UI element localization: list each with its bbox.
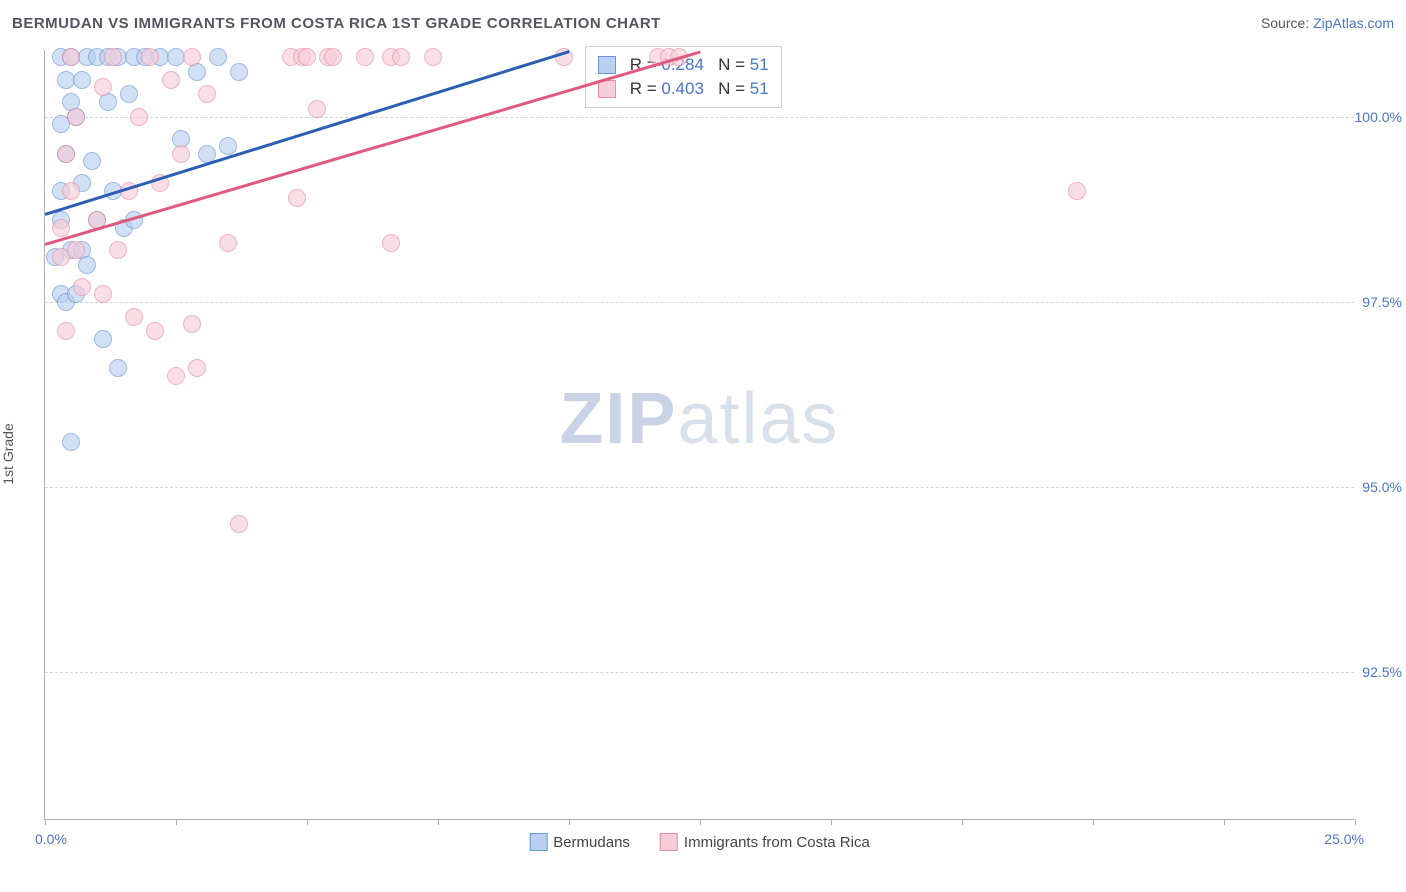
watermark-zip: ZIP (559, 379, 677, 459)
data-point (230, 63, 248, 81)
data-point (1068, 182, 1086, 200)
x-tick (438, 819, 439, 825)
x-tick (700, 819, 701, 825)
watermark-atlas: atlas (677, 379, 839, 459)
correlation-row: R = 0.403 N = 51 (598, 77, 769, 101)
legend-swatch (660, 833, 678, 851)
source-prefix: Source: (1261, 15, 1313, 31)
gridline-h (45, 487, 1354, 488)
legend-item: Immigrants from Costa Rica (660, 833, 870, 851)
legend-swatch (529, 833, 547, 851)
data-point (57, 145, 75, 163)
gridline-h (45, 117, 1354, 118)
data-point (183, 48, 201, 66)
series-swatch (598, 80, 616, 98)
legend-bottom: Bermudans Immigrants from Costa Rica (529, 833, 870, 851)
data-point (230, 515, 248, 533)
data-point (130, 108, 148, 126)
data-point (162, 71, 180, 89)
y-tick-label: 95.0% (1342, 479, 1402, 495)
data-point (188, 359, 206, 377)
data-point (141, 48, 159, 66)
data-point (298, 48, 316, 66)
data-point (120, 85, 138, 103)
x-tick (962, 819, 963, 825)
data-point (52, 219, 70, 237)
watermark: ZIPatlas (559, 378, 839, 460)
data-point (146, 322, 164, 340)
source-link[interactable]: ZipAtlas.com (1313, 15, 1394, 31)
legend-label: Immigrants from Costa Rica (684, 834, 870, 851)
x-tick (831, 819, 832, 825)
y-tick-label: 100.0% (1342, 109, 1402, 125)
data-point (94, 78, 112, 96)
data-point (308, 100, 326, 118)
data-point (392, 48, 410, 66)
data-point (83, 152, 101, 170)
x-tick-max: 25.0% (1324, 831, 1364, 847)
data-point (73, 71, 91, 89)
gridline-h (45, 302, 1354, 303)
data-point (382, 234, 400, 252)
data-point (172, 145, 190, 163)
source-label: Source: ZipAtlas.com (1261, 15, 1394, 31)
x-tick (176, 819, 177, 825)
x-tick (45, 819, 46, 825)
data-point (62, 433, 80, 451)
data-point (183, 315, 201, 333)
x-tick-min: 0.0% (35, 831, 67, 847)
data-point (62, 48, 80, 66)
data-point (356, 48, 374, 66)
chart-title: BERMUDAN VS IMMIGRANTS FROM COSTA RICA 1… (12, 15, 661, 32)
data-point (288, 189, 306, 207)
data-point (167, 367, 185, 385)
data-point (324, 48, 342, 66)
chart-header: BERMUDAN VS IMMIGRANTS FROM COSTA RICA 1… (12, 8, 1394, 38)
data-point (109, 359, 127, 377)
data-point (57, 322, 75, 340)
data-point (104, 48, 122, 66)
x-tick (1093, 819, 1094, 825)
data-point (125, 308, 143, 326)
r-text: R = 0.403 N = 51 (630, 79, 769, 99)
data-point (73, 278, 91, 296)
data-point (219, 234, 237, 252)
data-point (67, 108, 85, 126)
x-tick (569, 819, 570, 825)
data-point (198, 85, 216, 103)
x-tick (307, 819, 308, 825)
y-axis-label: 1st Grade (0, 423, 16, 484)
data-point (94, 285, 112, 303)
data-point (67, 241, 85, 259)
y-tick-label: 92.5% (1342, 664, 1402, 680)
data-point (424, 48, 442, 66)
data-point (62, 182, 80, 200)
legend-item: Bermudans (529, 833, 630, 851)
trend-line (45, 50, 570, 215)
legend-label: Bermudans (553, 834, 630, 851)
data-point (209, 48, 227, 66)
x-tick (1224, 819, 1225, 825)
trend-line (45, 50, 701, 245)
gridline-h (45, 672, 1354, 673)
data-point (109, 241, 127, 259)
series-swatch (598, 56, 616, 74)
data-point (94, 330, 112, 348)
data-point (219, 137, 237, 155)
data-point (78, 256, 96, 274)
x-tick (1355, 819, 1356, 825)
plot-area: ZIPatlas 0.0% 25.0% BermudansImmigrants … (44, 50, 1354, 820)
y-tick-label: 97.5% (1342, 294, 1402, 310)
